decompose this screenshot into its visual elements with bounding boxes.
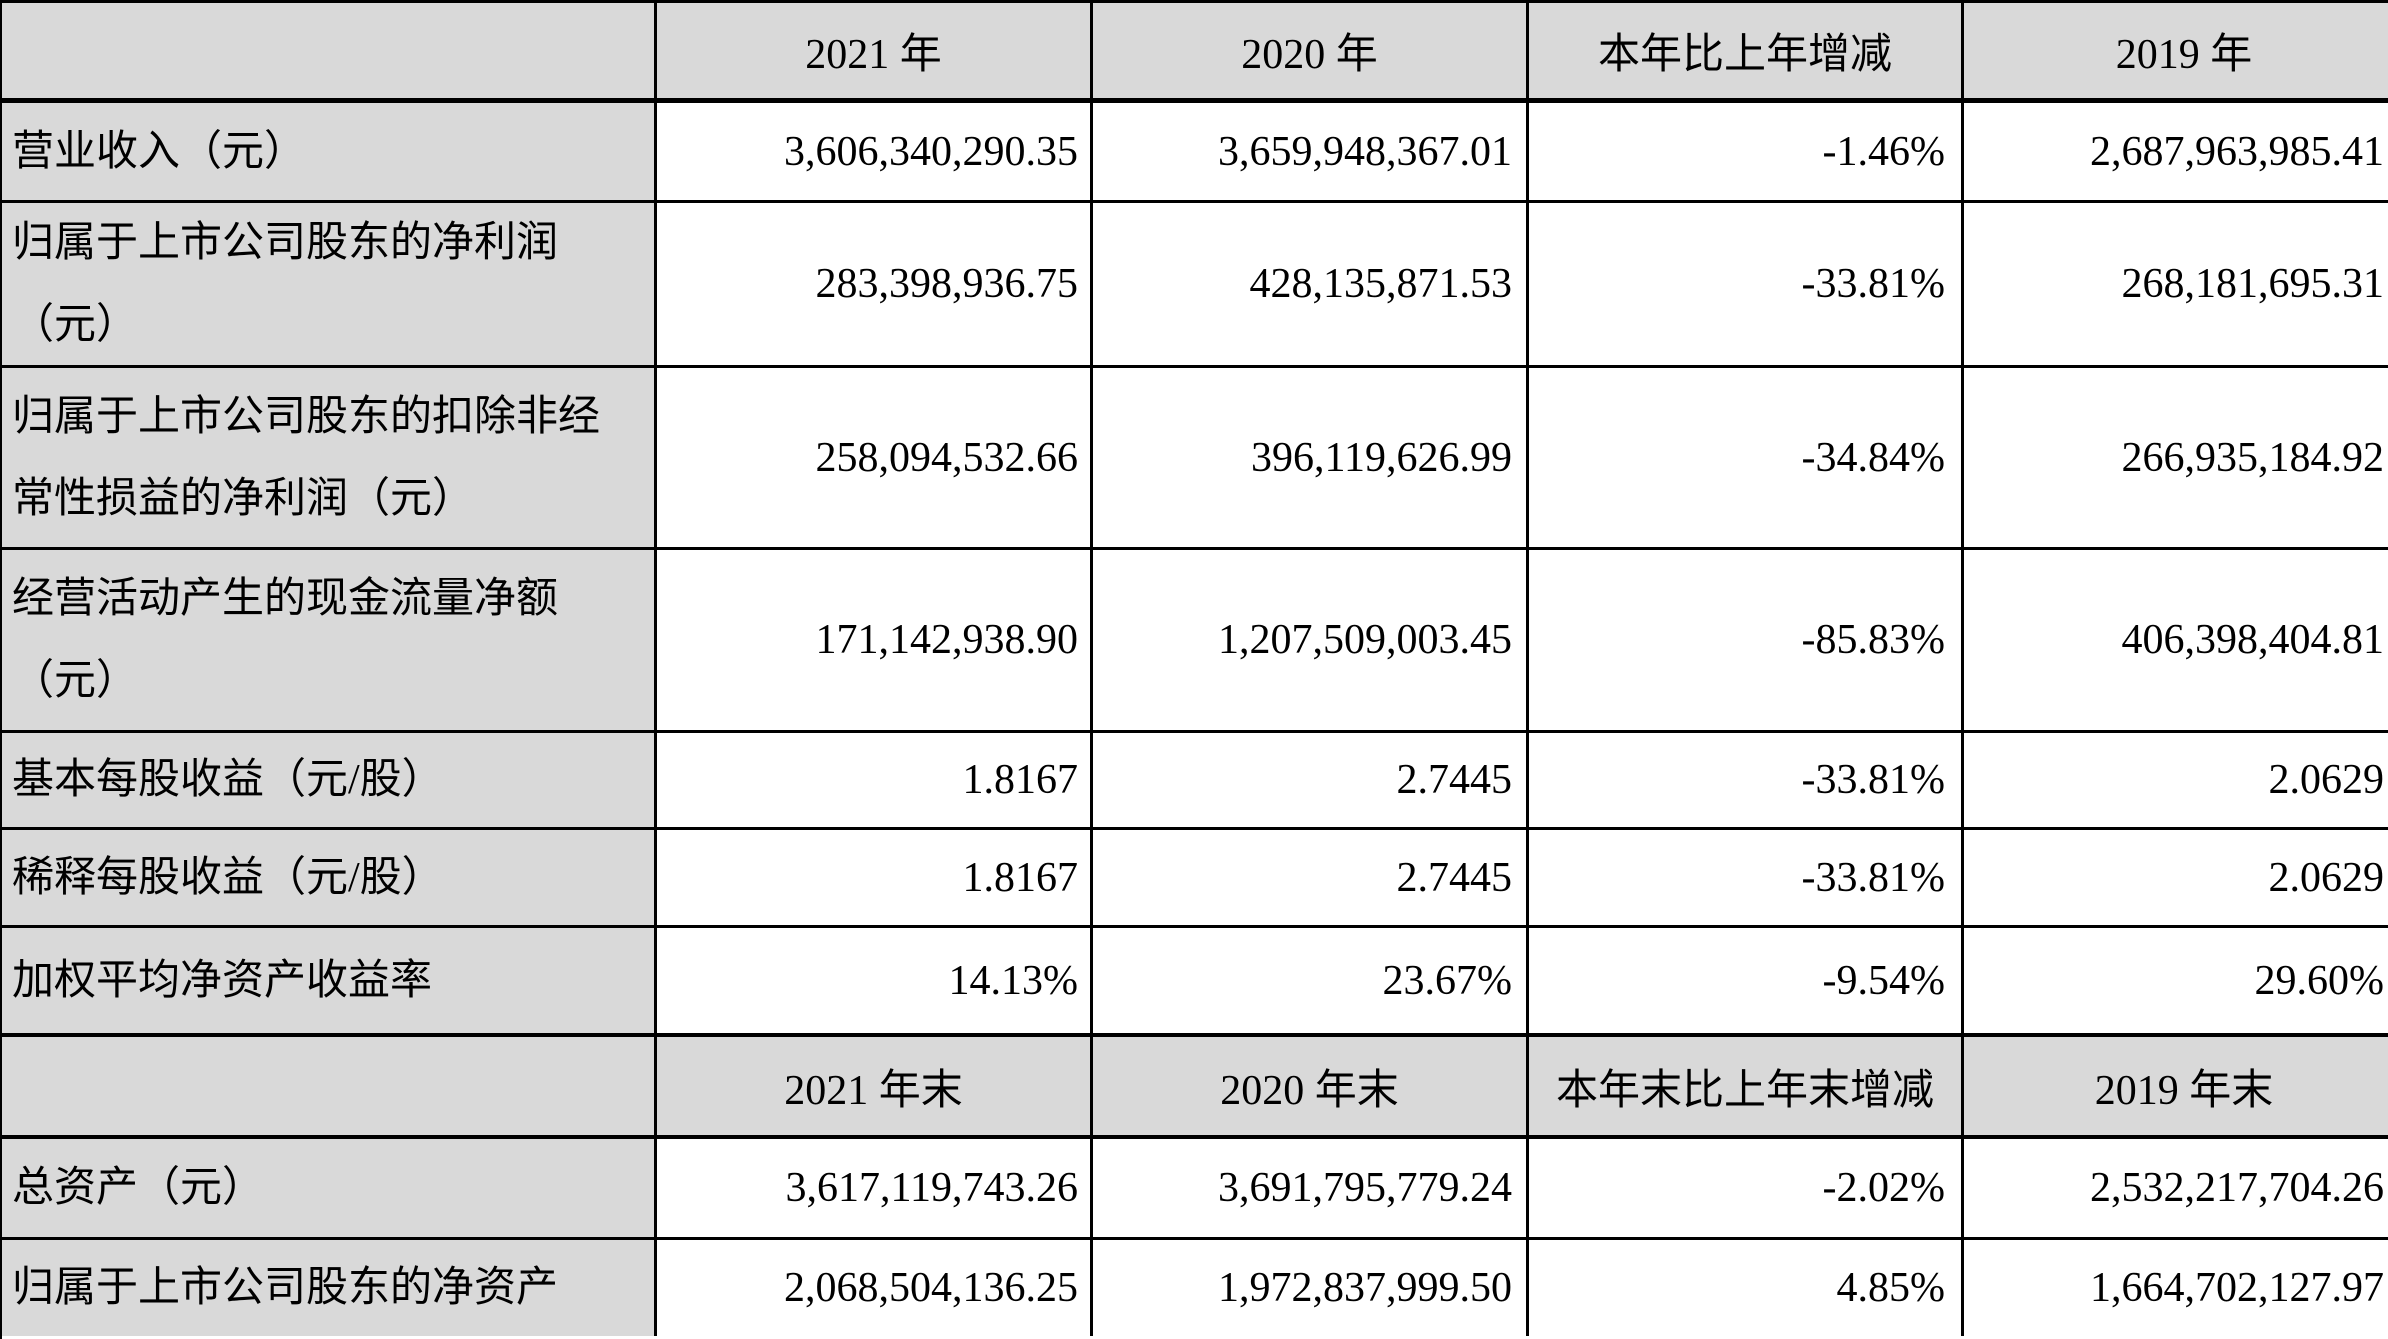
operating-revenue-label: 营业收入（元） [2,103,654,200]
header-end-2019: 2019 年末 [1961,1037,2388,1135]
operating-cash-flow-2019: 406,398,404.81 [1961,550,2388,730]
operating-cash-flow-2021: 171,142,938.90 [654,550,1090,730]
net-profit-label: 归属于上市公司股东的净利润 （元） [2,203,654,365]
row-net-profit-excl-nonrecurring: 归属于上市公司股东的扣除非经 常性损益的净利润（元） 258,094,532.6… [2,368,2388,550]
net-assets-2020: 1,972,837,999.50 [1090,1240,1526,1336]
operating-cash-flow-label: 经营活动产生的现金流量净额 （元） [2,550,654,730]
net-profit-excl-2021: 258,094,532.66 [654,368,1090,547]
total-assets-change: -2.02% [1526,1139,1961,1237]
row-total-assets: 总资产（元） 3,617,119,743.26 3,691,795,779.24… [2,1139,2388,1240]
net-profit-excl-2019: 266,935,184.92 [1961,368,2388,547]
total-assets-2019: 2,532,217,704.26 [1961,1139,2388,1237]
basic-eps-label: 基本每股收益（元/股） [2,733,654,827]
diluted-eps-2020: 2.7445 [1090,830,1526,925]
header-year-2020: 2020 年 [1090,3,1526,98]
net-assets-label: 归属于上市公司股东的净资产 [2,1240,654,1336]
basic-eps-2021: 1.8167 [654,733,1090,827]
total-assets-2021: 3,617,119,743.26 [654,1139,1090,1237]
total-assets-label: 总资产（元） [2,1139,654,1237]
row-net-profit-attributable: 归属于上市公司股东的净利润 （元） 283,398,936.75 428,135… [2,203,2388,368]
operating-revenue-2019: 2,687,963,985.41 [1961,103,2388,200]
header-blank-cell [2,3,654,98]
row-weighted-avg-roe: 加权平均净资产收益率 14.13% 23.67% -9.54% 29.60% [2,928,2388,1037]
net-profit-excl-label: 归属于上市公司股东的扣除非经 常性损益的净利润（元） [2,368,654,547]
weighted-avg-roe-2019: 29.60% [1961,928,2388,1033]
row-operating-revenue: 营业收入（元） 3,606,340,290.35 3,659,948,367.0… [2,103,2388,203]
row-diluted-eps: 稀释每股收益（元/股） 1.8167 2.7445 -33.81% 2.0629 [2,830,2388,928]
net-profit-2019: 268,181,695.31 [1961,203,2388,365]
net-profit-change: -33.81% [1526,203,1961,365]
net-profit-excl-change: -34.84% [1526,368,1961,547]
net-assets-2019: 1,664,702,127.97 [1961,1240,2388,1336]
diluted-eps-label: 稀释每股收益（元/股） [2,830,654,925]
basic-eps-change: -33.81% [1526,733,1961,827]
basic-eps-2020: 2.7445 [1090,733,1526,827]
weighted-avg-roe-change: -9.54% [1526,928,1961,1033]
diluted-eps-change: -33.81% [1526,830,1961,925]
diluted-eps-2021: 1.8167 [654,830,1090,925]
operating-revenue-2020: 3,659,948,367.01 [1090,103,1526,200]
header-year-2021: 2021 年 [654,3,1090,98]
operating-revenue-2021: 3,606,340,290.35 [654,103,1090,200]
basic-eps-2019: 2.0629 [1961,733,2388,827]
row-net-assets-attributable: 归属于上市公司股东的净资产 2,068,504,136.25 1,972,837… [2,1240,2388,1336]
operating-cash-flow-2020: 1,207,509,003.45 [1090,550,1526,730]
net-profit-excl-2020: 396,119,626.99 [1090,368,1526,547]
header-period-row: 2021 年 2020 年 本年比上年增减 2019 年 [2,3,2388,103]
weighted-avg-roe-2021: 14.13% [654,928,1090,1033]
weighted-avg-roe-2020: 23.67% [1090,928,1526,1033]
total-assets-2020: 3,691,795,779.24 [1090,1139,1526,1237]
row-basic-eps: 基本每股收益（元/股） 1.8167 2.7445 -33.81% 2.0629 [2,733,2388,830]
row-operating-cash-flow: 经营活动产生的现金流量净额 （元） 171,142,938.90 1,207,5… [2,550,2388,733]
header-end-2021: 2021 年末 [654,1037,1090,1135]
weighted-avg-roe-label: 加权平均净资产收益率 [2,928,654,1033]
header-end-blank-cell [2,1037,654,1135]
operating-revenue-change: -1.46% [1526,103,1961,200]
net-profit-2020: 428,135,871.53 [1090,203,1526,365]
operating-cash-flow-change: -85.83% [1526,550,1961,730]
diluted-eps-2019: 2.0629 [1961,830,2388,925]
header-end-2020: 2020 年末 [1090,1037,1526,1135]
net-assets-change: 4.85% [1526,1240,1961,1336]
header-year-2019: 2019 年 [1961,3,2388,98]
header-period-end-row: 2021 年末 2020 年末 本年末比上年末增减 2019 年末 [2,1037,2388,1139]
net-assets-2021: 2,068,504,136.25 [654,1240,1090,1336]
net-profit-2021: 283,398,936.75 [654,203,1090,365]
header-yoy-change: 本年比上年增减 [1526,3,1961,98]
header-end-change: 本年末比上年末增减 [1526,1037,1961,1135]
